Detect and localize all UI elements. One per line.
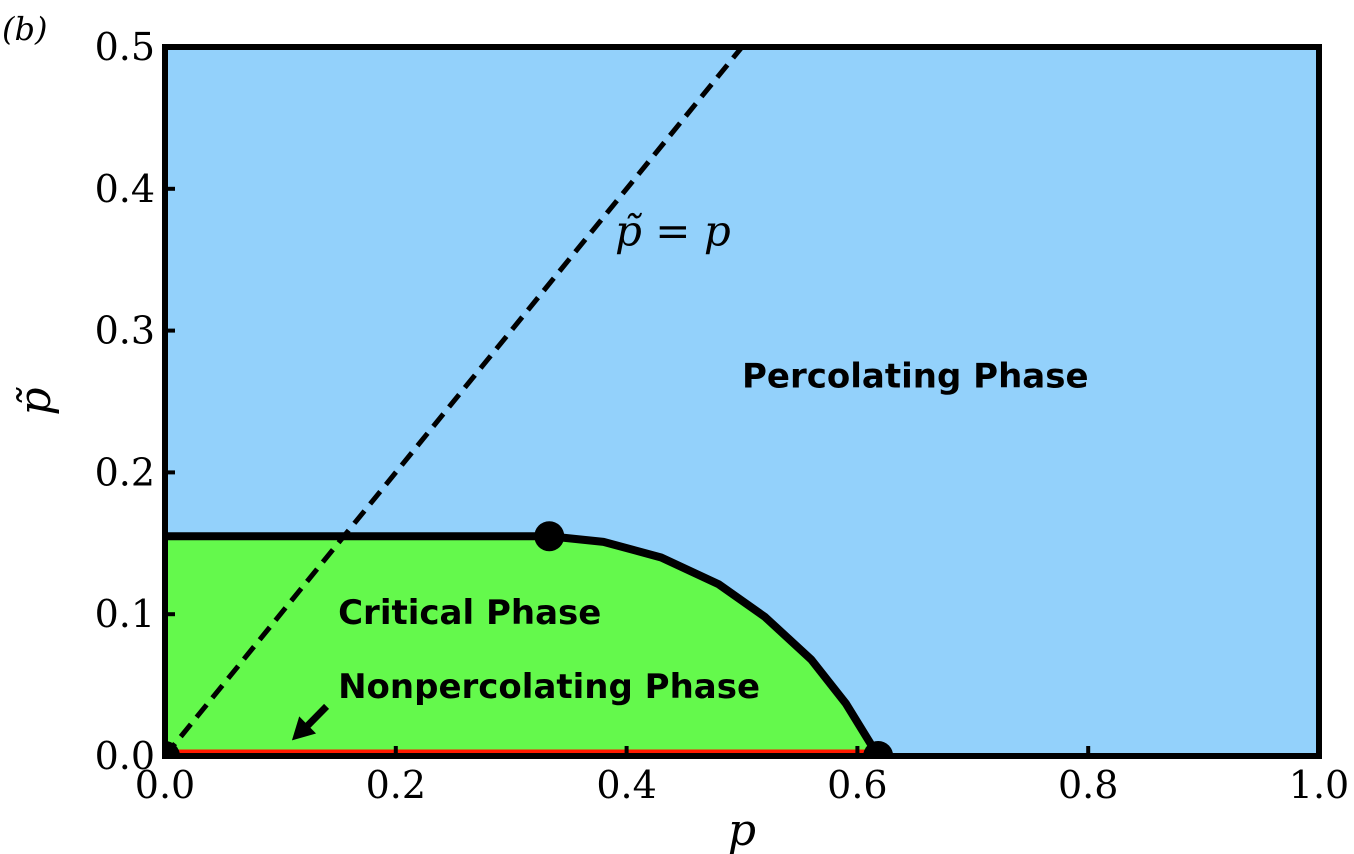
y-tick-label-5: 0.5 xyxy=(95,25,155,69)
y-tick-label-0: 0.0 xyxy=(95,734,155,778)
y-tick-label-1: 0.1 xyxy=(95,592,155,636)
plot-border xyxy=(162,44,1322,759)
nonpercolating-phase-label: Nonpercolating Phase xyxy=(338,667,760,707)
special-points xyxy=(165,521,894,756)
special-point-0 xyxy=(165,741,180,756)
panel-label: (b) xyxy=(2,10,47,48)
chart-labels: p p̃ (b) Percolating Phase Critical Phase Non… xyxy=(2,10,1089,854)
y-tick-label-3: 0.3 xyxy=(95,309,155,353)
x-axis-title: p xyxy=(728,805,756,854)
x-tick-label-3: 0.6 xyxy=(827,763,887,807)
phase-regions xyxy=(165,536,879,756)
critical-boundary-line xyxy=(165,532,882,759)
y-tick-label-2: 0.2 xyxy=(95,450,155,494)
axis-ticks: 0.0 0.2 0.4 0.6 0.8 1.0 0.0 0.1 0.2 0.3 0.4 0.5 xyxy=(95,25,1350,807)
y-axis-title: p̃ xyxy=(10,387,61,416)
diagonal-equation-label: p̃ = p xyxy=(615,207,731,256)
special-point-1 xyxy=(534,521,565,552)
x-tick-label-4: 0.8 xyxy=(1058,763,1118,807)
critical-phase-label: Critical Phase xyxy=(338,593,601,633)
percolating-phase-label: Percolating Phase xyxy=(742,356,1089,396)
arrow-head-icon xyxy=(291,716,317,741)
x-tick-label-2: 0.4 xyxy=(596,763,656,807)
y-tick-label-4: 0.4 xyxy=(95,167,155,211)
special-point-2 xyxy=(863,741,894,756)
critical-region xyxy=(165,536,879,756)
x-tick-label-0: 0.0 xyxy=(135,763,195,807)
x-tick-label-1: 0.2 xyxy=(366,763,426,807)
x-tick-label-5: 1.0 xyxy=(1289,763,1349,807)
diagonal-dashed-line xyxy=(165,47,744,756)
plot-frame xyxy=(162,44,1322,759)
